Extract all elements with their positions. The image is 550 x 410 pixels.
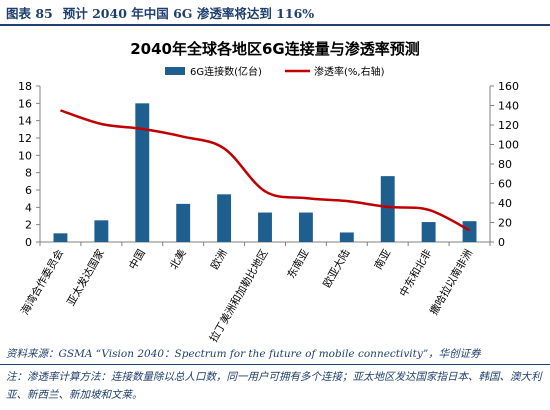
x-tick-label: 中国 bbox=[126, 247, 148, 272]
footer-divider bbox=[0, 364, 550, 365]
y-left-tick-label: 16 bbox=[18, 97, 32, 110]
y-left-tick-label: 4 bbox=[25, 201, 32, 214]
bar bbox=[380, 176, 395, 242]
y-right-tick-label: 60 bbox=[498, 178, 512, 191]
source-text: 资料来源：GSMA “Vision 2040：Spectrum for the … bbox=[6, 348, 481, 360]
y-left-tick-label: 8 bbox=[25, 167, 32, 180]
chart: 2040年全球各地区6G连接量与渗透率预测 6G连接数(亿台) 渗透率(%,右轴) 0… bbox=[18, 40, 519, 344]
bar bbox=[421, 222, 436, 242]
y-right-tick-label: 100 bbox=[498, 139, 519, 152]
bar bbox=[298, 212, 313, 242]
x-tick-label: 欧洲 bbox=[209, 248, 230, 272]
figure-header: 图表 85 预计 2040 年中国 6G 渗透率将达到 116% bbox=[0, 0, 550, 22]
x-tick-label: 东南亚 bbox=[284, 247, 311, 281]
y-right-tick-label: 40 bbox=[498, 197, 512, 210]
legend-bar-swatch bbox=[165, 67, 185, 75]
header-divider bbox=[0, 24, 550, 26]
y-right-tick-label: 80 bbox=[498, 158, 512, 171]
x-tick-label: 撒哈拉以南非洲 bbox=[427, 247, 475, 317]
bar bbox=[53, 233, 68, 242]
penetration-line bbox=[60, 109, 471, 232]
y-right-tick-label: 0 bbox=[498, 236, 505, 249]
x-tick-label: 南亚 bbox=[372, 247, 394, 272]
y-right-tick-label: 120 bbox=[498, 119, 519, 132]
figure-title: 预计 2040 年中国 6G 渗透率将达到 116% bbox=[62, 6, 315, 21]
x-tick-label: 海湾合作委员会 bbox=[18, 247, 66, 318]
x-tick-label: 中东和北非 bbox=[397, 247, 435, 299]
x-tick-label: 欧亚大陆 bbox=[320, 247, 353, 290]
y-right-tick-label: 20 bbox=[498, 217, 512, 230]
bar bbox=[258, 212, 272, 242]
x-tick-label: 北美 bbox=[167, 247, 189, 272]
y-left-tick-label: 0 bbox=[25, 236, 32, 249]
bar bbox=[94, 220, 109, 242]
y-left-tick-label: 12 bbox=[18, 132, 32, 145]
legend-line-label: 渗透率(%,右轴) bbox=[314, 65, 385, 78]
y-left-tick-label: 10 bbox=[18, 149, 32, 162]
y-left-tick-label: 14 bbox=[18, 115, 32, 128]
note-text: 注：渗透率计算方法：连接数量除以总人口数，同一用户可拥有多个连接；亚太地区发达国… bbox=[6, 371, 542, 401]
y-left-tick-label: 2 bbox=[25, 219, 32, 232]
x-tick-label: 亚太发达国家 bbox=[64, 247, 107, 308]
y-right-tick-label: 160 bbox=[498, 80, 519, 93]
y-left-tick-label: 18 bbox=[18, 80, 32, 93]
y-right-tick-label: 140 bbox=[498, 100, 519, 113]
y-left-tick-label: 6 bbox=[25, 184, 32, 197]
bar bbox=[339, 232, 354, 242]
bar bbox=[462, 221, 477, 242]
figure-label: 图表 85 bbox=[6, 6, 53, 21]
bar bbox=[135, 103, 150, 242]
bar bbox=[176, 203, 191, 242]
bar bbox=[217, 194, 232, 242]
chart-title: 2040年全球各地区6G连接量与渗透率预测 bbox=[130, 40, 420, 58]
figure-heading: 图表 85 预计 2040 年中国 6G 渗透率将达到 116% bbox=[6, 3, 324, 22]
legend-bar-label: 6G连接数(亿台) bbox=[190, 65, 262, 78]
